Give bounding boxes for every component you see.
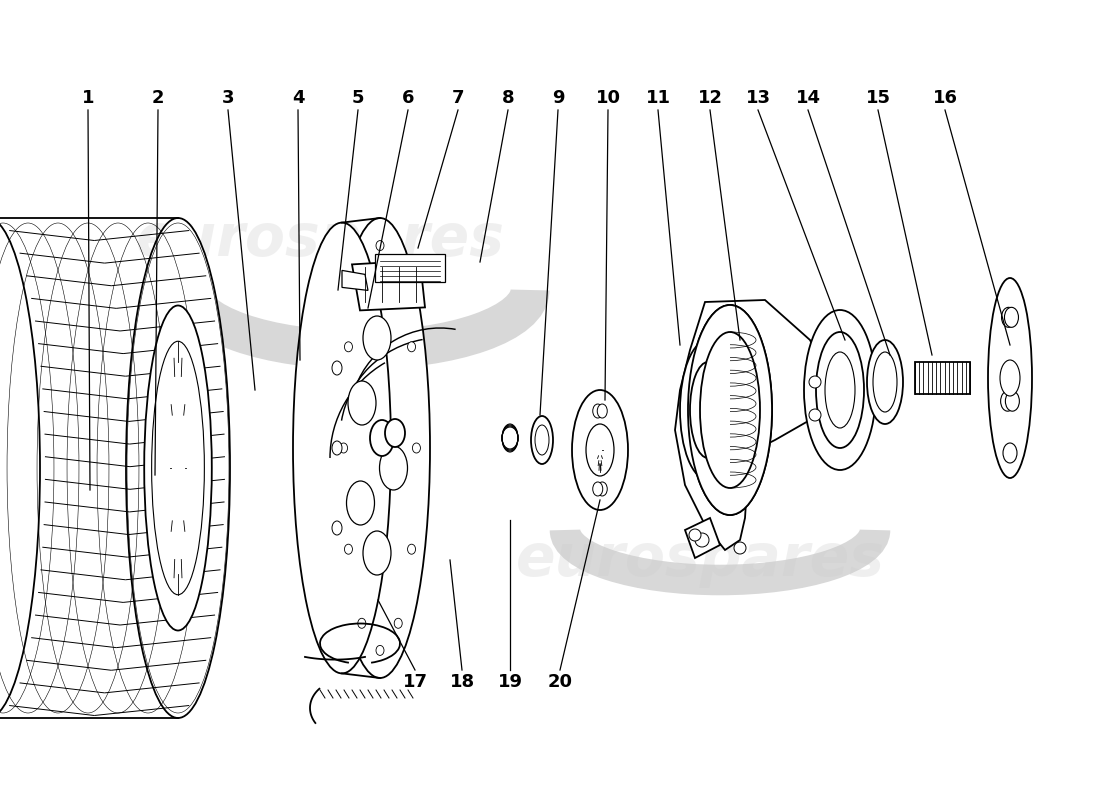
Ellipse shape <box>144 306 212 630</box>
Text: 15: 15 <box>866 89 891 107</box>
Text: 18: 18 <box>450 673 474 691</box>
Text: eurospares: eurospares <box>516 531 884 589</box>
Ellipse shape <box>734 542 746 554</box>
Text: 3: 3 <box>222 89 234 107</box>
Ellipse shape <box>1004 307 1019 327</box>
Ellipse shape <box>700 332 760 488</box>
Ellipse shape <box>593 482 603 496</box>
Text: 19: 19 <box>497 673 522 691</box>
Ellipse shape <box>332 521 342 535</box>
Ellipse shape <box>340 443 348 453</box>
Ellipse shape <box>597 404 607 418</box>
Ellipse shape <box>346 481 374 525</box>
Ellipse shape <box>1001 391 1014 411</box>
Ellipse shape <box>535 425 549 455</box>
Ellipse shape <box>600 443 609 457</box>
Ellipse shape <box>1005 391 1020 411</box>
Ellipse shape <box>867 340 903 424</box>
Ellipse shape <box>808 409 821 421</box>
Ellipse shape <box>412 443 420 453</box>
Text: 5: 5 <box>352 89 364 107</box>
Polygon shape <box>685 518 720 558</box>
Ellipse shape <box>808 376 821 388</box>
Ellipse shape <box>126 218 230 718</box>
Ellipse shape <box>531 416 553 464</box>
Text: 13: 13 <box>746 89 770 107</box>
Text: 12: 12 <box>697 89 723 107</box>
Ellipse shape <box>593 404 603 418</box>
Ellipse shape <box>825 352 855 428</box>
Text: 14: 14 <box>795 89 821 107</box>
Ellipse shape <box>591 443 601 457</box>
Bar <box>915 362 970 394</box>
Ellipse shape <box>370 420 394 456</box>
Text: 17: 17 <box>403 673 428 691</box>
Text: 2: 2 <box>152 89 164 107</box>
Ellipse shape <box>379 446 407 490</box>
Ellipse shape <box>586 424 614 476</box>
Ellipse shape <box>690 362 726 458</box>
Text: 9: 9 <box>552 89 564 107</box>
Ellipse shape <box>293 222 390 674</box>
Ellipse shape <box>394 268 403 278</box>
Ellipse shape <box>344 342 352 352</box>
Ellipse shape <box>572 390 628 510</box>
Text: 4: 4 <box>292 89 305 107</box>
Ellipse shape <box>873 352 896 412</box>
Ellipse shape <box>408 544 416 554</box>
Ellipse shape <box>804 310 876 470</box>
Ellipse shape <box>332 441 342 455</box>
Text: 10: 10 <box>595 89 620 107</box>
Ellipse shape <box>394 618 403 628</box>
Polygon shape <box>352 261 425 310</box>
Ellipse shape <box>695 533 710 547</box>
Ellipse shape <box>152 342 205 594</box>
Ellipse shape <box>1001 307 1015 327</box>
Ellipse shape <box>344 544 352 554</box>
Text: eurospares: eurospares <box>135 211 505 269</box>
Ellipse shape <box>816 332 864 448</box>
Text: 11: 11 <box>646 89 671 107</box>
Ellipse shape <box>1000 360 1020 396</box>
Text: 8: 8 <box>502 89 515 107</box>
Ellipse shape <box>332 361 342 375</box>
Ellipse shape <box>700 332 760 488</box>
Ellipse shape <box>688 305 772 515</box>
Ellipse shape <box>408 342 416 352</box>
Ellipse shape <box>358 268 366 278</box>
FancyBboxPatch shape <box>375 254 446 282</box>
Text: 7: 7 <box>452 89 464 107</box>
Polygon shape <box>675 300 825 550</box>
Ellipse shape <box>330 218 430 678</box>
Text: 16: 16 <box>933 89 957 107</box>
Text: 1: 1 <box>81 89 95 107</box>
Ellipse shape <box>358 618 366 628</box>
Ellipse shape <box>376 241 384 250</box>
Polygon shape <box>342 270 369 290</box>
Ellipse shape <box>680 340 736 480</box>
Ellipse shape <box>385 419 405 447</box>
Ellipse shape <box>363 531 390 575</box>
Ellipse shape <box>688 305 772 515</box>
Ellipse shape <box>597 482 607 496</box>
Ellipse shape <box>363 316 390 360</box>
Ellipse shape <box>376 646 384 655</box>
Ellipse shape <box>689 529 701 541</box>
Ellipse shape <box>0 218 40 718</box>
Text: 20: 20 <box>548 673 572 691</box>
Ellipse shape <box>348 381 376 425</box>
Ellipse shape <box>1003 443 1018 463</box>
Ellipse shape <box>988 278 1032 478</box>
Text: 6: 6 <box>402 89 415 107</box>
